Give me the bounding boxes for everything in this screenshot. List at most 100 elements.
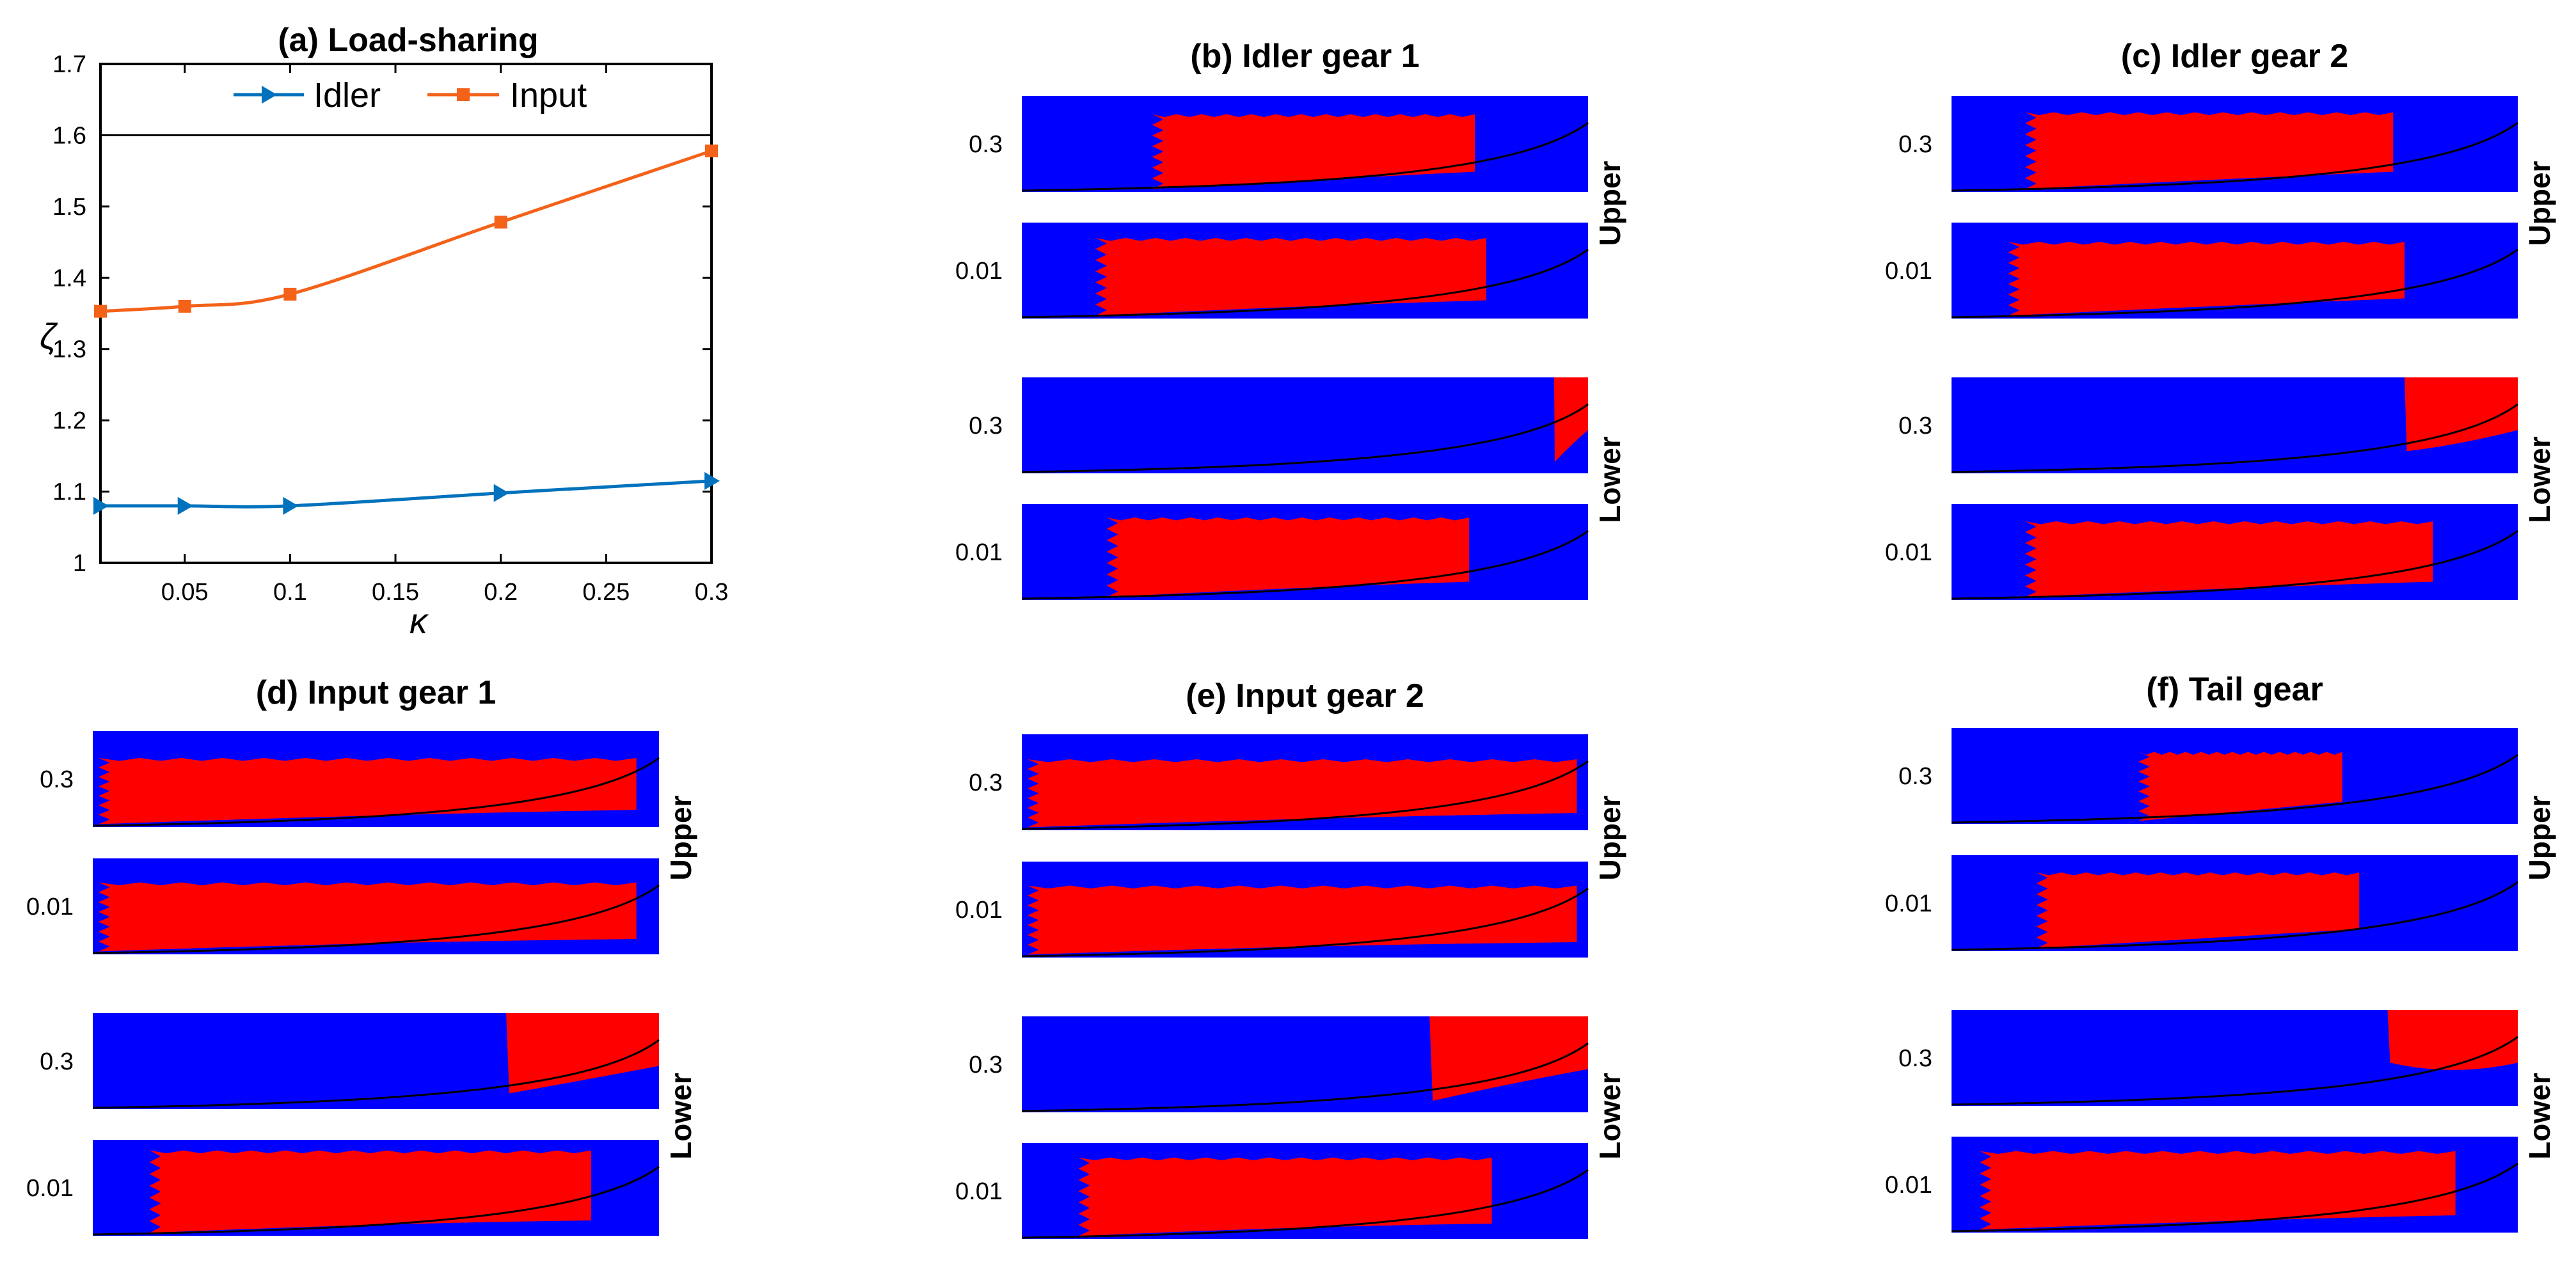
- x-tick-label: 0.15: [372, 579, 419, 606]
- contact-region: [2036, 872, 2360, 949]
- row-label: 0.01: [26, 894, 74, 920]
- contact-region: [98, 882, 637, 952]
- boundary-curve: [92, 884, 660, 954]
- row-label: 0.01: [1885, 539, 1932, 566]
- contact-region: [1429, 1016, 1588, 1101]
- input-data-point: [494, 216, 507, 229]
- row-label: 0.3: [969, 769, 1003, 796]
- row-label: 0.01: [955, 539, 1003, 566]
- input-data-point: [94, 304, 107, 318]
- row-label: 0.3: [969, 131, 1003, 158]
- chart-a-x-axis-label: κ: [409, 601, 429, 641]
- heatmap-panel-title: (c) Idler gear 2: [2121, 38, 2348, 75]
- y-tick-label: 1.2: [52, 407, 86, 434]
- heatmap-panel: (b) Idler gear 1 0.3 0.01 0.3 0.01 Upper Lower: [955, 38, 1626, 600]
- heatmap-panel: (f) Tail gear 0.3 0.01 0.3 0.01 Upper Lower: [1885, 671, 2556, 1233]
- contact-region: [1027, 759, 1577, 828]
- y-tick-label: 1.7: [52, 51, 86, 78]
- boundary-curve: [92, 757, 660, 827]
- input-data-point: [705, 144, 718, 157]
- contact-region: [1980, 1151, 2456, 1230]
- chart-a-legend: Idler Input: [234, 76, 587, 114]
- boundary-curve: [1021, 122, 1589, 192]
- boundary-curve: [1021, 530, 1589, 600]
- chart-a-series: [93, 144, 720, 515]
- contact-region: [2008, 242, 2405, 316]
- input-series-line: [100, 149, 712, 313]
- contact-region: [98, 758, 637, 824]
- x-tick-label: 0.05: [161, 579, 209, 606]
- contact-region: [149, 1150, 591, 1233]
- side-label-lower: Lower: [1593, 436, 1626, 523]
- contact-region: [1027, 885, 1577, 955]
- y-tick-label: 1: [73, 550, 86, 577]
- boundary-curve: [1951, 881, 2518, 951]
- chart-a-x-ticks: 0.05 0.1 0.15 0.2 0.25 0.3: [161, 64, 728, 606]
- side-label-lower: Lower: [2523, 436, 2556, 523]
- chart-a-y-axis-label: ζ: [40, 316, 58, 356]
- boundary-curve: [1021, 248, 1589, 319]
- row-label: 0.01: [955, 897, 1003, 924]
- idler-data-point: [177, 496, 193, 515]
- boundary-curve: [1951, 248, 2518, 319]
- heatmap-field: [1022, 377, 1588, 473]
- boundary-curve: [1951, 753, 2518, 824]
- boundary-curve: [1951, 122, 2518, 192]
- boundary-curve: [1021, 1042, 1589, 1112]
- contact-region: [1078, 1157, 1492, 1236]
- row-label: 0.3: [1898, 763, 1932, 790]
- row-label: 0.3: [40, 766, 74, 793]
- row-label: 0.01: [955, 258, 1003, 285]
- contact-region: [2025, 521, 2433, 597]
- row-label: 0.01: [1885, 890, 1932, 917]
- boundary-curve: [1951, 403, 2518, 473]
- contact-region: [1095, 238, 1486, 316]
- contact-region: [1152, 114, 1475, 189]
- contact-region: [2138, 752, 2342, 821]
- side-label-upper: Upper: [2523, 161, 2556, 246]
- row-label: 0.3: [40, 1048, 74, 1075]
- side-label-upper: Upper: [1593, 161, 1626, 246]
- idler-data-point: [93, 496, 109, 515]
- row-label: 0.01: [1885, 258, 1932, 285]
- side-label-lower: Lower: [1593, 1073, 1626, 1160]
- load-sharing-chart: (a) Load-sharing 0.05 0.1 0.15 0.2 0.25 0.3 1…: [40, 22, 728, 641]
- y-tick-label: 1.6: [52, 122, 86, 149]
- row-label: 0.01: [1885, 1172, 1932, 1199]
- legend-idler-label: Idler: [314, 76, 381, 114]
- boundary-curve: [1021, 1169, 1589, 1239]
- legend-input-label: Input: [510, 76, 587, 114]
- boundary-curve: [1951, 1036, 2518, 1106]
- boundary-curve: [92, 1039, 660, 1109]
- x-tick-label: 0.25: [582, 579, 630, 606]
- boundary-curve: [1951, 1162, 2518, 1233]
- input-data-point: [178, 299, 191, 313]
- x-tick-label: 0.1: [273, 579, 307, 606]
- heatmap-panel: (d) Input gear 1 0.3 0.01 0.3 0.01 Upper Lower: [26, 674, 697, 1236]
- side-label-upper: Upper: [664, 795, 697, 880]
- row-label: 0.3: [1898, 413, 1932, 439]
- row-label: 0.01: [26, 1175, 74, 1202]
- side-label-upper: Upper: [1593, 795, 1626, 880]
- contact-region: [1554, 377, 1588, 462]
- y-tick-label: 1.4: [52, 265, 86, 292]
- idler-data-point: [704, 471, 720, 490]
- legend-input-marker: [457, 88, 470, 101]
- input-data-point: [283, 287, 297, 301]
- boundary-curve: [1021, 760, 1589, 830]
- contact-heatmaps: (b) Idler gear 1 0.3 0.01 0.3 0.01 Upper Lower…: [26, 38, 2556, 1239]
- y-tick-label: 1.3: [52, 336, 86, 363]
- side-label-upper: Upper: [2523, 795, 2556, 880]
- heatmap-panel-title: (b) Idler gear 1: [1190, 38, 1419, 75]
- boundary-curve: [1021, 403, 1589, 473]
- side-label-lower: Lower: [664, 1073, 697, 1160]
- heatmap-panel-title: (e) Input gear 2: [1186, 677, 1424, 714]
- row-label: 0.3: [969, 413, 1003, 439]
- y-tick-label: 1.1: [52, 479, 86, 506]
- chart-a-plot-frame: [99, 63, 713, 564]
- chart-a-title: (a) Load-sharing: [278, 22, 538, 59]
- idler-data-point: [283, 496, 299, 515]
- row-label: 0.01: [955, 1178, 1003, 1205]
- contact-region: [506, 1013, 659, 1094]
